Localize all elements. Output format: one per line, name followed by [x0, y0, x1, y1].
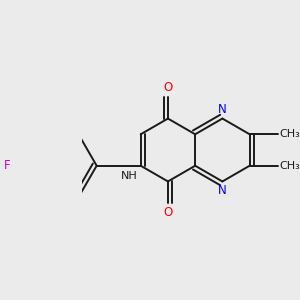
Text: O: O — [163, 81, 172, 94]
Text: N: N — [218, 184, 227, 196]
Text: F: F — [3, 159, 10, 172]
Text: O: O — [163, 206, 172, 219]
Text: CH₃: CH₃ — [280, 161, 300, 171]
Text: N: N — [218, 103, 227, 116]
Text: NH: NH — [121, 171, 137, 181]
Text: CH₃: CH₃ — [280, 129, 300, 139]
